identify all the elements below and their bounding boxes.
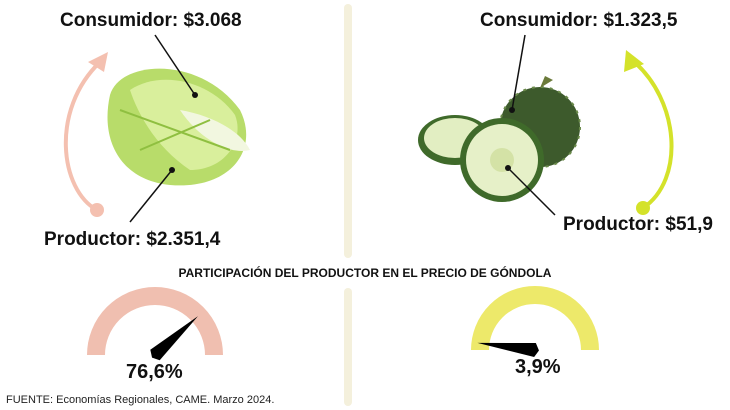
right-arrow bbox=[630, 58, 674, 210]
left-gauge-arc bbox=[87, 287, 223, 356]
divider-top bbox=[344, 4, 352, 258]
left-share: 76,6% bbox=[126, 361, 183, 383]
source-note: FUENTE: Economías Regionales, CAME. Marz… bbox=[6, 394, 275, 406]
left-arrow bbox=[63, 60, 102, 212]
left-producer-price: Productor: $2.351,4 bbox=[44, 229, 221, 250]
right-arrow-dot bbox=[636, 201, 650, 215]
cabbage-image bbox=[107, 68, 250, 186]
right-arrow-head bbox=[624, 50, 644, 72]
left-arrow-dot bbox=[90, 203, 104, 217]
zucchini-image bbox=[418, 76, 581, 202]
left-arrow-head bbox=[88, 52, 108, 72]
left-consumer-pointer bbox=[154, 34, 196, 96]
right-gauge-arc bbox=[471, 286, 599, 351]
right-producer-pointer bbox=[507, 167, 556, 216]
divider-bottom bbox=[344, 288, 352, 406]
right-consumer-pointer bbox=[511, 34, 526, 111]
left-producer-pointer bbox=[129, 169, 173, 223]
right-producer-price: Productor: $51,9 bbox=[563, 214, 713, 235]
left-consumer-price: Consumidor: $3.068 bbox=[60, 10, 242, 31]
section-title: PARTICIPACIÓN DEL PRODUCTOR EN EL PRECIO… bbox=[178, 266, 552, 280]
right-share: 3,9% bbox=[515, 356, 561, 378]
left-gauge-needle bbox=[150, 316, 199, 361]
right-gauge-needle bbox=[477, 342, 539, 357]
right-consumer-price: Consumidor: $1.323,5 bbox=[480, 10, 678, 31]
